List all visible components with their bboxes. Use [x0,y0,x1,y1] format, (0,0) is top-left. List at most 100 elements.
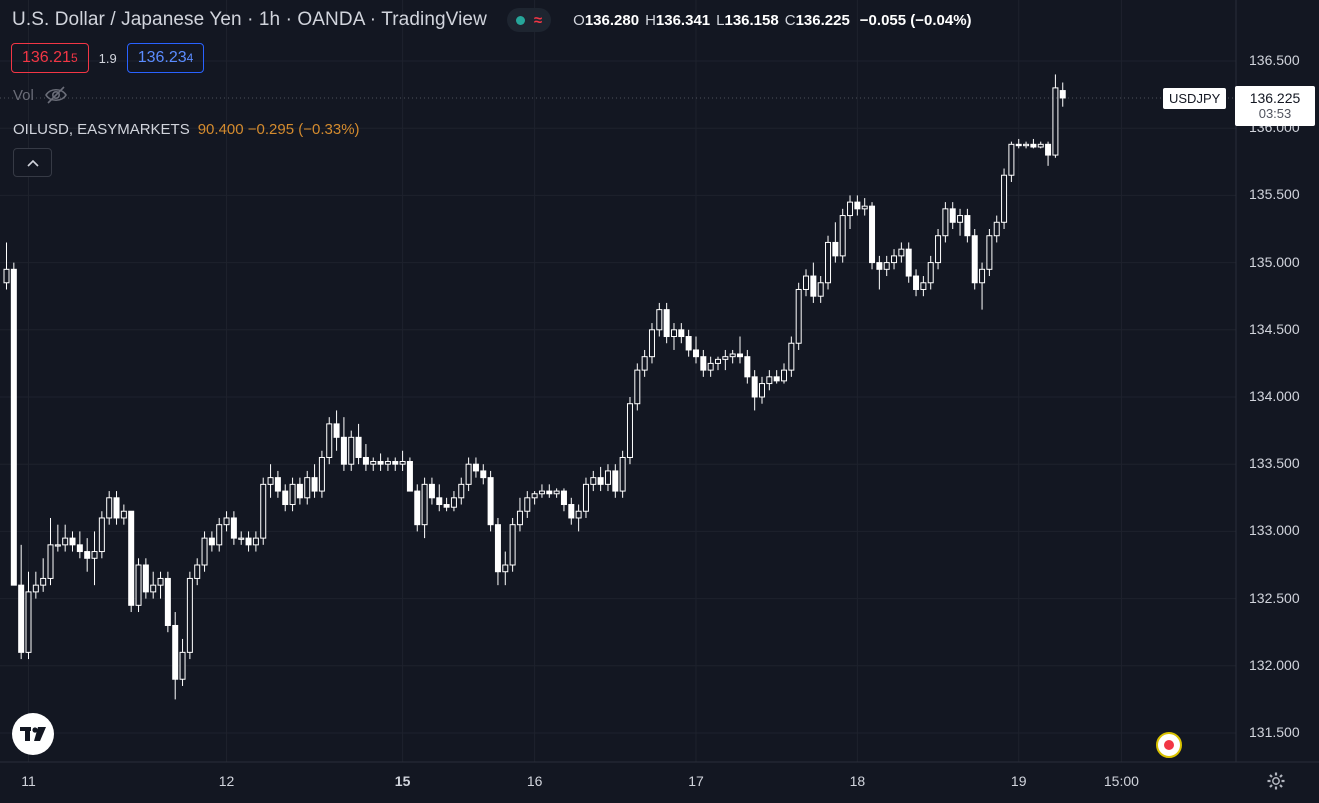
candle [604,464,611,492]
candle [773,370,780,384]
candle-body-up [883,262,890,270]
candle [69,531,76,552]
tradingview-logo-icon [20,727,46,741]
candle-body-up [201,537,208,566]
candle-body-up [759,383,766,398]
candle [648,323,655,364]
candle-body-up [98,517,105,553]
price-tick-label: 135.000 [1249,253,1300,270]
spread-value: 1.9 [98,50,117,66]
overlay-legend[interactable]: OILUSD, EASYMARKETS 90.400 −0.295 (−0.33%… [13,121,360,138]
candle-body-up [252,537,259,546]
candle [128,510,135,613]
candle-body-up [384,461,391,465]
candle-body-down [964,215,971,237]
candle [891,249,898,270]
candle [392,457,399,471]
candle-body-up [289,483,296,506]
candle [1059,82,1066,107]
candle [582,477,589,518]
candle [76,531,83,559]
candle [10,262,17,586]
candle-body-down [1030,143,1037,148]
candle [245,531,252,552]
gear-icon[interactable] [1266,771,1286,791]
buy-button[interactable]: 136.234 [126,43,205,73]
tradingview-logo[interactable] [12,713,54,755]
candle [626,397,633,465]
candle [406,457,413,492]
candle-body-up [714,358,721,364]
candle [795,282,802,350]
time-tick-label: 15:00 [1103,773,1139,789]
candle-body-down [392,461,399,465]
candle-body-down [737,353,743,358]
record-button[interactable] [1156,732,1182,758]
candle-body-down [282,490,289,506]
chevron-up-icon [26,159,39,167]
overlay-symbol: OILUSD, EASYMARKETS [13,121,190,138]
overlay-change: −0.295 (−0.33%) [247,121,360,138]
eye-crossed-icon[interactable] [44,86,68,104]
sell-button[interactable]: 136.215 [11,43,89,73]
candle [935,229,942,270]
candle-body-down [869,205,876,264]
overlay-value: 90.400 [197,121,244,138]
candle-body-up [32,584,39,593]
candle [370,457,377,471]
candle-body-up [260,483,267,539]
candle [524,491,531,518]
candle-body-up [531,493,538,499]
candle-body-up [839,215,846,257]
candle-body-up [1008,143,1015,176]
candle-body-down [311,477,318,492]
symbol-title[interactable]: U.S. Dollar / Japanese Yen · 1h · OANDA … [12,9,487,30]
candle-body-up [1023,143,1030,147]
candle-body-down [949,208,956,223]
candle-body-up [179,651,186,680]
candle [157,571,164,599]
candle [979,262,986,310]
candle-body-up [847,201,854,217]
candle-body-up [516,510,523,526]
candle-body-up [1001,174,1008,223]
grid-lines [0,0,1236,762]
candle-body-up [619,456,626,492]
candle-body-down [832,241,839,257]
candle [340,417,347,471]
candle-body-down [480,470,487,479]
candle-body-down [810,275,817,297]
candle [597,466,604,492]
market-status-pill[interactable]: ≈ [506,8,552,32]
candle [575,504,582,532]
collapse-legend-button[interactable] [13,148,52,177]
candle [194,558,201,586]
candle-body-up [986,235,993,270]
volume-legend[interactable]: Vol [13,86,68,104]
candle-body-up [40,577,47,586]
candle [568,497,575,525]
candle [1052,74,1059,158]
candle [612,464,619,498]
price-tick-label: 134.000 [1249,388,1300,404]
candle [487,470,494,532]
time-tick-label: 19 [1010,773,1027,789]
candle-body-down [142,564,149,593]
candle [252,531,259,552]
candle [986,229,993,277]
candle [238,531,245,545]
candle [3,242,10,290]
candle [516,497,523,532]
candle [744,349,751,384]
candle-body-down [744,356,751,378]
candle-body-up [91,551,98,559]
candle-body-up [538,490,545,495]
candle [304,470,311,505]
candle [707,356,714,377]
price-tick-label: 133.500 [1249,455,1300,472]
candle-body-down [773,376,780,382]
candle-body-down [428,483,435,499]
price-tick-label: 135.500 [1249,186,1300,203]
candle [186,571,193,660]
